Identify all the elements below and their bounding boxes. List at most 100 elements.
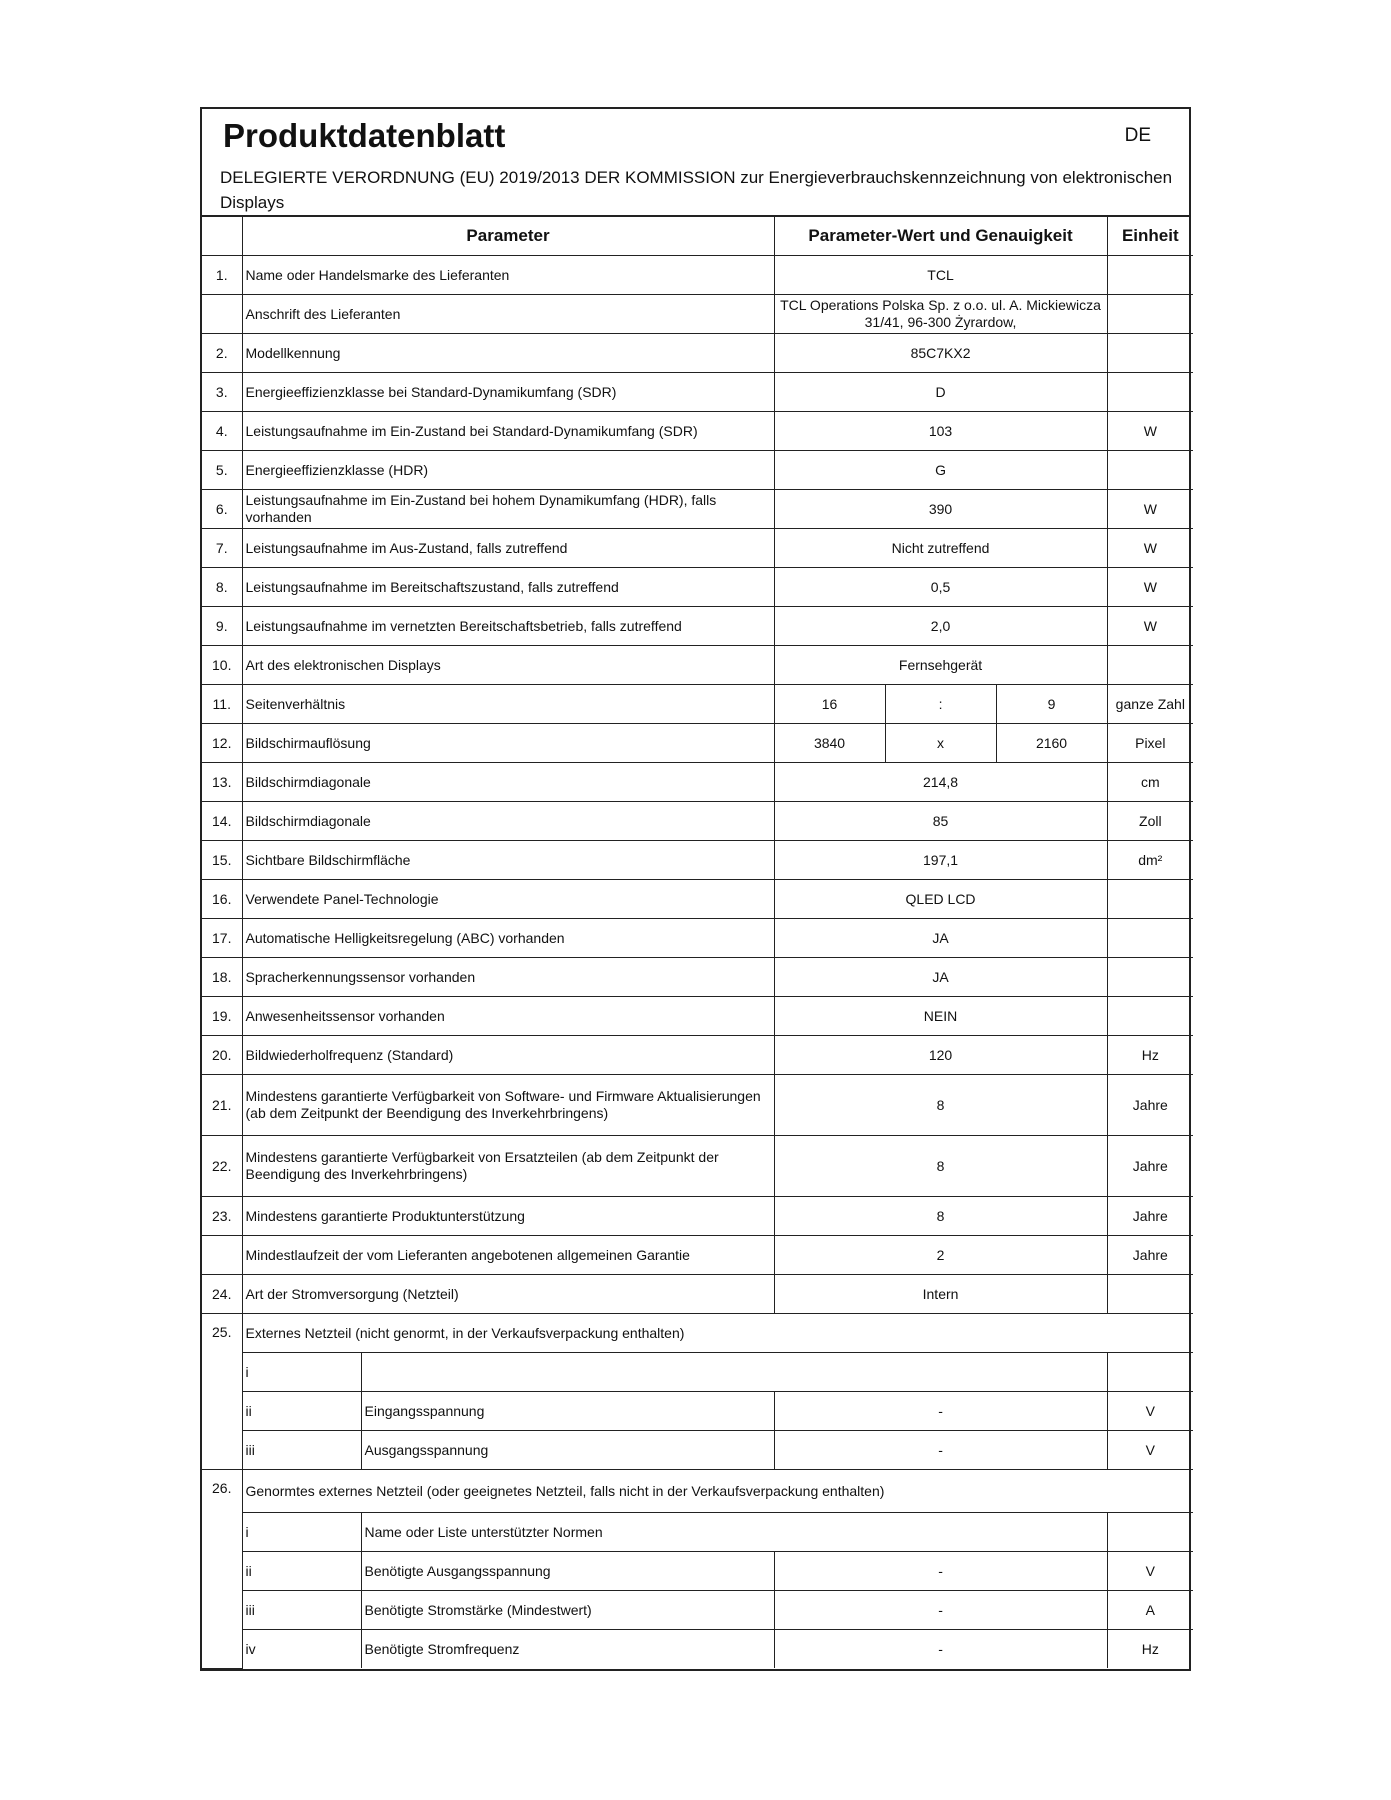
sub-parameter: Name oder Liste unterstützter Normen: [360, 1512, 1108, 1552]
group-title: Genormtes externes Netzteil (oder geeign…: [241, 1469, 1194, 1513]
parameter-name: Mindestens garantierte Produktunterstütz…: [241, 1196, 775, 1236]
table-row: 22. Mindestens garantierte Verfügbarkeit …: [202, 1135, 1194, 1197]
unit: [1106, 333, 1194, 373]
unit: Jahre: [1106, 1135, 1194, 1197]
unit: cm: [1106, 762, 1194, 802]
table-row: 12. Bildschirmauflösung 3840 x 2160 Pixel: [202, 723, 1194, 763]
parameter-value: -: [773, 1391, 1108, 1431]
parameter-name: Mindestens garantierte Verfügbarkeit von…: [241, 1074, 775, 1136]
table-row: 10. Art des elektronischen Displays Fernse…: [202, 645, 1194, 685]
row-number: 10.: [202, 645, 243, 685]
parameter-value: 103: [773, 411, 1108, 451]
page-title: Produktdatenblatt: [223, 117, 506, 154]
unit: [1106, 294, 1194, 334]
table-row: 20. Bildwiederholfrequenz (Standard) 120 Hz: [202, 1035, 1194, 1075]
unit: W: [1106, 606, 1194, 646]
table-row: 15. Sichtbare Bildschirmfläche 197,1 dm²: [202, 840, 1194, 880]
parameter-value: NEIN: [773, 996, 1108, 1036]
parameter-name: Name oder Handelsmarke des Lieferanten: [241, 255, 775, 295]
table-row: 17. Automatische Helligkeitsregelung (ABC…: [202, 918, 1194, 958]
table-row: 16. Verwendete Panel-Technologie QLED LCD: [202, 879, 1194, 919]
row-number: 22.: [202, 1135, 243, 1197]
sub-index: iv: [242, 1629, 362, 1668]
table-row: 21. Mindestens garantierte Verfügbarkeit …: [202, 1074, 1194, 1136]
parameter-value: -: [773, 1590, 1108, 1630]
parameter-value: 85C7KX2: [773, 333, 1108, 373]
value-separator: x: [884, 723, 997, 763]
unit: [1106, 645, 1194, 685]
parameter-name: Art der Stromversorgung (Netzteil): [241, 1274, 775, 1314]
parameter-value: 8: [773, 1135, 1108, 1197]
parameter-value: Intern: [773, 1274, 1108, 1314]
parameter-value: 8: [773, 1074, 1108, 1136]
row-number: [202, 1235, 243, 1275]
row-number: 5.: [202, 450, 243, 490]
unit: Jahre: [1106, 1074, 1194, 1136]
table-row: 24. Art der Stromversorgung (Netzteil) Int…: [202, 1274, 1194, 1314]
unit: W: [1106, 411, 1194, 451]
table-row: 5. Energieeffizienzklasse (HDR) G: [202, 450, 1194, 490]
product-data-sheet: Produktdatenblatt DE DELEGIERTE VERORDNU…: [200, 107, 1194, 1671]
parameter-name: Art des elektronischen Displays: [241, 645, 775, 685]
row-number: 2.: [202, 333, 243, 373]
row-number: 4.: [202, 411, 243, 451]
group-title: Externes Netzteil (nicht genormt, in der…: [241, 1313, 1194, 1353]
parameter-value: Fernsehgerät: [773, 645, 1108, 685]
table-row: iii Ausgangsspannung - V: [202, 1430, 1194, 1470]
parameter-value: JA: [773, 957, 1108, 997]
unit: Hz: [1106, 1035, 1194, 1075]
unit: [1106, 372, 1194, 412]
parameter-value: -: [773, 1430, 1108, 1470]
unit: [1106, 450, 1194, 490]
table-row: 8. Leistungsaufnahme im Bereitschaftszust…: [202, 567, 1194, 607]
row-number: 12.: [202, 723, 243, 763]
row-number: 13.: [202, 762, 243, 802]
sheet-header: Produktdatenblatt DE DELEGIERTE VERORDNU…: [202, 109, 1189, 217]
sub-parameter: Ausgangsspannung: [360, 1430, 775, 1470]
parameter-value: Nicht zutreffend: [773, 528, 1108, 568]
parameter-table: Parameter Parameter-Wert und Genauigkeit…: [202, 217, 1194, 1669]
row-number: 8.: [202, 567, 243, 607]
sub-parameter: Benötigte Stromfrequenz: [360, 1629, 775, 1668]
parameter-name: Verwendete Panel-Technologie: [241, 879, 775, 919]
unit: [1106, 996, 1194, 1036]
value-part-2: 9: [995, 684, 1108, 724]
unit: [1106, 255, 1194, 295]
row-number: 15.: [202, 840, 243, 880]
row-number: 3.: [202, 372, 243, 412]
row-number: 11.: [202, 684, 243, 724]
unit: [1106, 1352, 1194, 1392]
unit: V: [1106, 1430, 1194, 1470]
unit: [1106, 957, 1194, 997]
table-row: 14. Bildschirmdiagonale 85 Zoll: [202, 801, 1194, 841]
language-code: DE: [1124, 125, 1151, 146]
unit: [1106, 1274, 1194, 1314]
sub-index: ii: [242, 1551, 362, 1591]
unit: W: [1106, 489, 1194, 529]
parameter-value: -: [773, 1629, 1108, 1668]
sub-parameter: Benötigte Ausgangsspannung: [360, 1551, 775, 1591]
unit: dm²: [1106, 840, 1194, 880]
value-part-1: 16: [773, 684, 886, 724]
unit: Jahre: [1106, 1235, 1194, 1275]
parameter-value: 120: [773, 1035, 1108, 1075]
table-row: 1. Name oder Handelsmarke des Lieferanten…: [202, 255, 1194, 295]
parameter-value: -: [773, 1551, 1108, 1591]
parameter-value: TCL Operations Polska Sp. z o.o. ul. A. …: [773, 294, 1108, 334]
value-part-1: 3840: [773, 723, 886, 763]
parameter-name: Leistungsaufnahme im Aus-Zustand, falls …: [241, 528, 775, 568]
unit: [1106, 918, 1194, 958]
table-row: 4. Leistungsaufnahme im Ein-Zustand bei S…: [202, 411, 1194, 451]
table-row: i Name oder Liste unterstützter Normen: [202, 1512, 1194, 1552]
value-part-2: 2160: [995, 723, 1108, 763]
parameter-value: 85: [773, 801, 1108, 841]
parameter-name: Modellkennung: [241, 333, 775, 373]
parameter-value: 214,8: [773, 762, 1108, 802]
row-number: 6.: [202, 489, 243, 529]
parameter-name: Leistungsaufnahme im vernetzten Bereitsc…: [241, 606, 775, 646]
parameter-name: Mindestens garantierte Verfügbarkeit von…: [241, 1135, 775, 1197]
parameter-name: Bildwiederholfrequenz (Standard): [241, 1035, 775, 1075]
sub-index: iii: [242, 1590, 362, 1630]
row-number: 18.: [202, 957, 243, 997]
header-unit: Einheit: [1106, 217, 1194, 256]
